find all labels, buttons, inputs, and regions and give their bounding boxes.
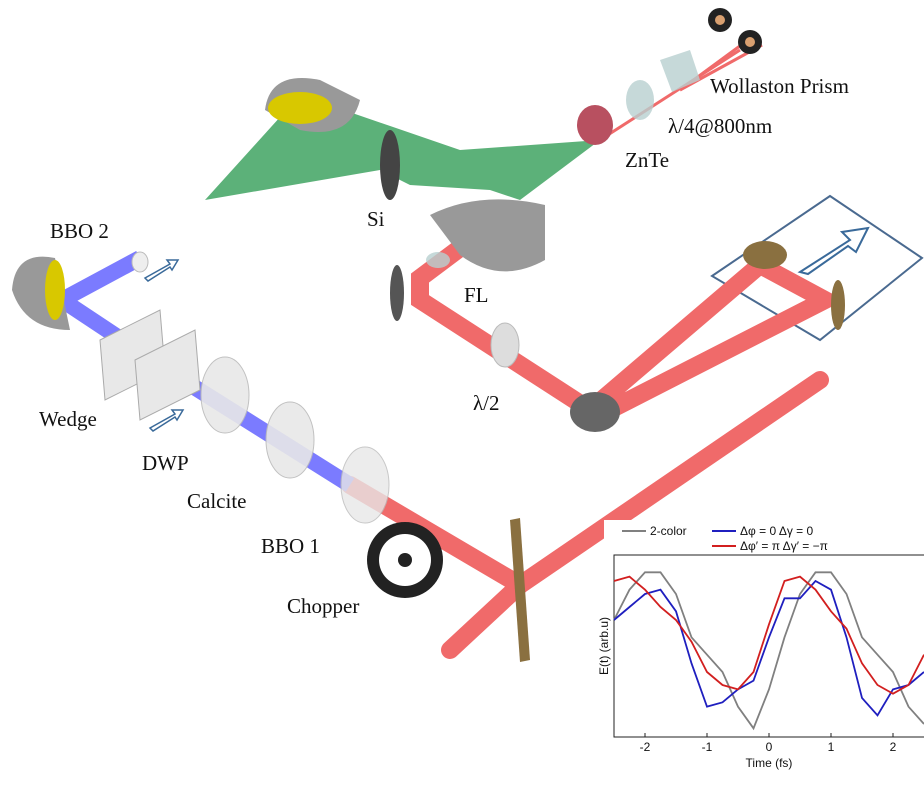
legend-label: Δφ′ = π Δγ′ = −π [740, 539, 828, 553]
small-arrows [143, 259, 185, 432]
label: BBO 1 [261, 534, 320, 558]
label: λ/2 [473, 391, 500, 415]
stage-arrow [797, 226, 870, 276]
inset-bg [604, 520, 924, 740]
x-tick-label: 2 [890, 740, 897, 754]
label: Wedge [39, 407, 97, 431]
label: Chopper [287, 594, 359, 618]
x-axis-label: Time (fs) [746, 756, 793, 770]
x-tick-label: 0 [766, 740, 773, 754]
plot-frame [613, 554, 924, 738]
series-line [613, 571, 924, 731]
label: Wollaston Prism [710, 74, 849, 98]
x-tick-label: -1 [702, 740, 713, 754]
x-tick-label: -2 [640, 740, 651, 754]
label: Calcite [187, 489, 246, 513]
green-beam [205, 95, 600, 200]
legend-label: Δφ = 0 Δγ = 0 [740, 524, 814, 538]
label: BBO 2 [50, 219, 109, 243]
label: λ/4@800nm [668, 114, 772, 138]
series-line [613, 575, 924, 695]
label: FL [464, 283, 489, 307]
label: ZnTe [625, 148, 669, 172]
label: DWP [142, 451, 189, 475]
y-axis-label: E(t) (arb.u) [597, 617, 611, 675]
optics [12, 8, 845, 662]
x-tick-label: 1 [828, 740, 835, 754]
series-line [613, 579, 924, 717]
label: Si [367, 207, 385, 231]
inset-chart: -2 -1 0 1 2 Time (fs) E(t) (arb.u) 2-color Δφ = … [597, 524, 924, 770]
legend-label: 2-color [650, 524, 687, 538]
